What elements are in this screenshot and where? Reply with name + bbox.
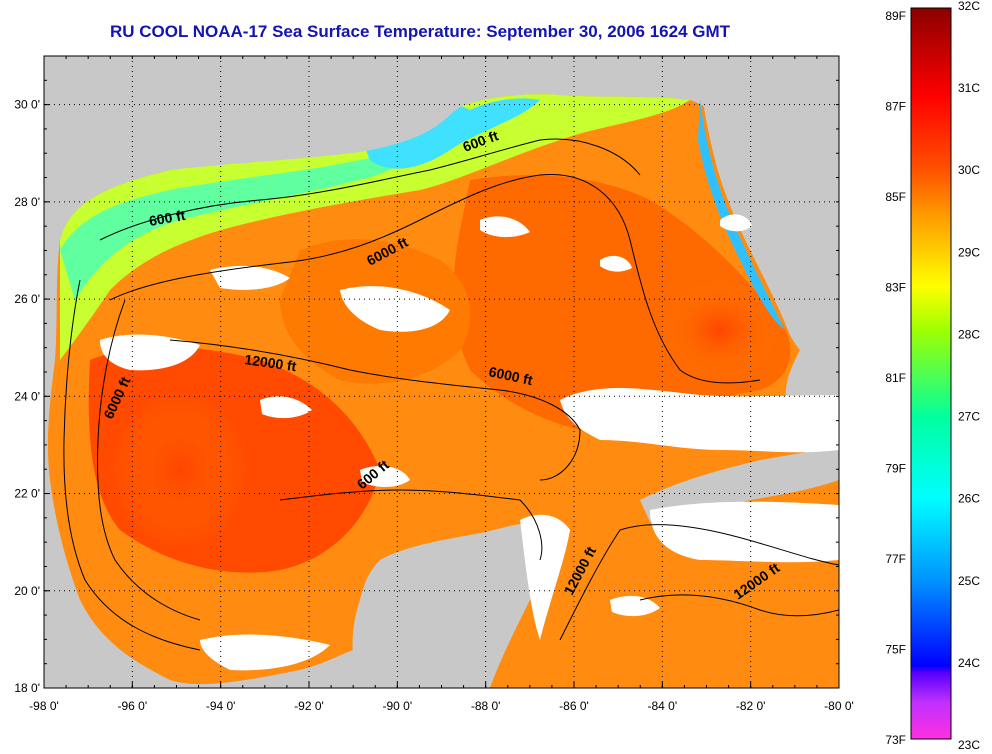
lon-tick-label: -98 0' xyxy=(29,699,59,713)
contour-12000ft xyxy=(169,339,581,481)
caribbean-water xyxy=(500,520,839,688)
colorbar-fahrenheit-scale: 89F 87F 85F 83F 81F 79F 77F 75F 73F xyxy=(885,9,906,747)
lat-tick-label: 28 0' xyxy=(14,195,40,209)
map-grid xyxy=(44,56,839,688)
lon-tick-label: -88 0' xyxy=(471,699,501,713)
mexico-west-coast-land xyxy=(44,240,170,688)
frame-ticks xyxy=(43,55,840,689)
colorbar-c-label: 24C xyxy=(958,656,980,670)
contour-caribbean-ridge xyxy=(639,594,839,617)
colorbar-c-label: 26C xyxy=(958,492,980,506)
contour-6000ft-west xyxy=(97,299,201,621)
cuba-island xyxy=(640,445,839,522)
lat-tick-label: 24 0' xyxy=(14,389,40,403)
colorbar-c-label: 23C xyxy=(958,738,980,752)
bay-of-campeche-land xyxy=(170,640,400,688)
colorbar-f-label: 83F xyxy=(885,281,906,295)
lat-tick-label: 26 0' xyxy=(14,292,40,306)
colorbar-f-label: 73F xyxy=(885,733,906,747)
colorbar-c-label: 32C xyxy=(958,0,980,13)
colorbar-f-label: 77F xyxy=(885,552,906,566)
colorbar-f-label: 81F xyxy=(885,371,906,385)
lon-tick-label: -90 0' xyxy=(383,699,413,713)
colorbar-celsius-scale: 32C 31C 30C 29C 28C 27C 26C 25C 24C 23C xyxy=(958,0,980,752)
contour-label-600ft-texas: 600 ft xyxy=(148,207,187,229)
colorbar-f-label: 85F xyxy=(885,190,906,204)
bathymetry-contours xyxy=(63,138,839,651)
lon-tick-label: -82 0' xyxy=(736,699,766,713)
map-title: RU COOL NOAA-17 Sea Surface Temperature:… xyxy=(109,22,731,41)
contour-600ft-campeche xyxy=(279,489,543,561)
lat-tick-label: 22 0' xyxy=(14,487,40,501)
lon-tick-label: -86 0' xyxy=(559,699,589,713)
lat-tick-label: 20 0' xyxy=(14,584,40,598)
colorbar-f-label: 87F xyxy=(885,100,906,114)
map-plot-area: 600 ft 600 ft 6000 ft 12000 ft 6000 ft 6… xyxy=(44,56,839,688)
temperature-colorbar: 89F 87F 85F 83F 81F 79F 77F 75F 73F 32C 31C 30C 29C… xyxy=(885,0,980,752)
colorbar-gradient xyxy=(910,7,952,740)
contour-600ft-north xyxy=(99,138,641,241)
coastal-cool-band xyxy=(60,125,440,300)
us-gulf-coast-land xyxy=(44,56,700,260)
lon-tick-label: -84 0' xyxy=(648,699,678,713)
colorbar-c-label: 30C xyxy=(958,163,980,177)
latitude-axis: 30 0' 28 0' 26 0' 24 0' 22 0' 20 0' 18 0' xyxy=(14,98,40,695)
lon-tick-label: -94 0' xyxy=(206,699,236,713)
longitude-axis: -98 0' -96 0' -94 0' -92 0' -90 0' -88 0' -86 … xyxy=(29,699,854,713)
lat-tick-label: 30 0' xyxy=(14,98,40,112)
colorbar-c-label: 25C xyxy=(958,574,980,588)
cloud-cover xyxy=(100,214,839,671)
colorbar-f-label: 75F xyxy=(885,643,906,657)
western-gulf-warm-core xyxy=(110,390,250,550)
loop-current-warm-core xyxy=(660,280,780,380)
colorbar-c-label: 28C xyxy=(958,327,980,341)
contour-label-12000ft-gulf: 12000 ft xyxy=(244,351,298,374)
lon-tick-label: -96 0' xyxy=(118,699,148,713)
contour-600ft-west xyxy=(63,279,201,651)
colorbar-f-label: 79F xyxy=(885,462,906,476)
lon-tick-label: -92 0' xyxy=(294,699,324,713)
colorbar-c-label: 31C xyxy=(958,81,980,95)
contour-6000ft-north xyxy=(109,173,761,384)
contour-12000ft-caribbean xyxy=(559,524,839,641)
lat-tick-label: 18 0' xyxy=(14,681,40,695)
yucatan-peninsula xyxy=(352,523,546,688)
lon-tick-label: -80 0' xyxy=(824,699,854,713)
colorbar-f-label: 89F xyxy=(885,9,906,23)
colorbar-c-label: 29C xyxy=(958,245,980,259)
colorbar-c-label: 27C xyxy=(958,410,980,424)
